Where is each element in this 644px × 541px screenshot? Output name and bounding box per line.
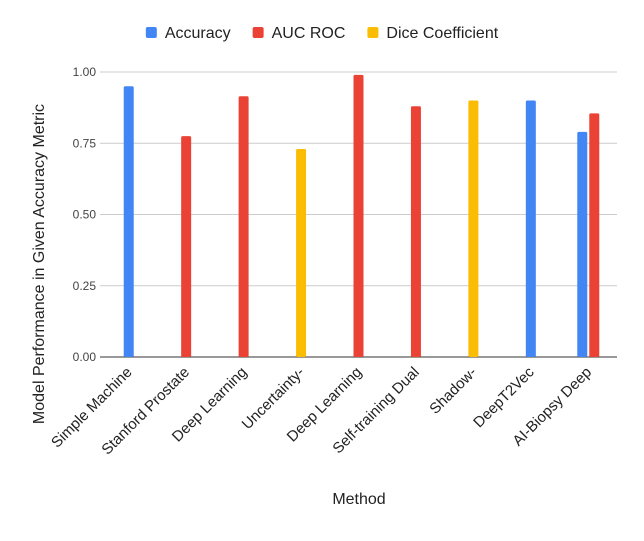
bar-accuracy (123, 86, 134, 357)
y-tick-label: 0.50 (73, 208, 97, 222)
legend-swatch (367, 27, 379, 38)
y-tick-label: 0.00 (73, 350, 97, 364)
bar-auc-roc (353, 74, 364, 357)
legend-label: Dice Coefficient (386, 25, 498, 42)
bar-auc-roc (238, 96, 249, 357)
bar-auc-roc (181, 136, 192, 357)
bar-dice-coefficient (296, 148, 307, 357)
legend-label: Accuracy (165, 25, 231, 42)
x-tick-label: Shadow- (426, 364, 480, 418)
bar-auc-roc (410, 106, 421, 357)
bar-auc-roc (589, 113, 600, 357)
legend-swatch (252, 27, 264, 38)
bar-accuracy (525, 100, 536, 357)
bar-accuracy (577, 131, 588, 357)
y-tick-label: 0.75 (73, 136, 97, 150)
y-tick-label: 1.00 (73, 65, 97, 79)
bar-dice-coefficient (468, 100, 479, 357)
legend: Accuracy AUC ROC Dice Coefficient (145, 25, 499, 42)
legend-swatch (145, 27, 157, 38)
y-axis-ticks: 0.00 0.25 0.50 0.75 1.00 (73, 65, 97, 364)
x-axis-label: Method (332, 491, 385, 508)
bars (123, 74, 600, 357)
legend-label: AUC ROC (272, 25, 346, 42)
y-axis-label: Model Performance in Given Accuracy Metr… (31, 104, 48, 424)
y-tick-label: 0.25 (73, 279, 97, 293)
